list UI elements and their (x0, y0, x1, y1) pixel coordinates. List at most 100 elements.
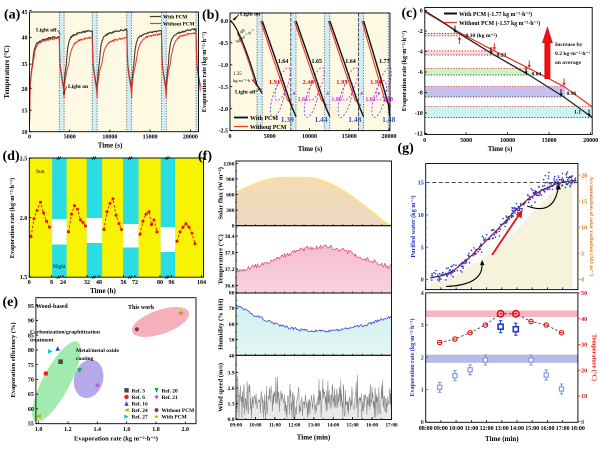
svg-text:Time (s): Time (s) (298, 145, 323, 153)
svg-text:37.2: 37.2 (225, 267, 235, 273)
svg-text:2.6: 2.6 (228, 386, 235, 392)
svg-text:Evaporation rate (kg·m⁻²·h⁻¹): Evaporation rate (kg·m⁻²·h⁻¹) (201, 32, 208, 112)
svg-text:Time (min): Time (min) (297, 434, 331, 442)
svg-text:Light on: Light on (68, 84, 88, 90)
svg-text:15: 15 (418, 181, 424, 187)
svg-text:2.40: 2.40 (303, 79, 314, 86)
svg-text:11:00: 11:00 (465, 426, 479, 432)
svg-text:1.95: 1.95 (336, 79, 348, 86)
svg-text:16:00: 16:00 (366, 423, 379, 429)
svg-text:95: 95 (28, 304, 34, 310)
svg-text:1.35: 1.35 (233, 72, 242, 77)
svg-text:0: 0 (421, 278, 424, 284)
svg-text:-2.0: -2.0 (219, 107, 229, 113)
svg-text:10000: 10000 (102, 135, 117, 141)
svg-text:Increase by: Increase by (555, 42, 583, 48)
svg-text:0: 0 (232, 224, 235, 230)
svg-text:0.0: 0.0 (221, 19, 229, 25)
svg-text:45: 45 (22, 10, 28, 16)
svg-text:This work: This work (128, 305, 155, 311)
svg-text:0.96: 0.96 (567, 91, 577, 97)
svg-text:1.64: 1.64 (278, 59, 289, 65)
svg-text:0: 0 (581, 278, 584, 284)
svg-text:Time (s): Time (s) (98, 142, 123, 150)
svg-text:1.6: 1.6 (123, 427, 131, 433)
svg-text:40: 40 (229, 353, 235, 359)
svg-text:18:00: 18:00 (571, 426, 585, 432)
svg-text:1.43: 1.43 (348, 115, 361, 124)
svg-text:-1.5: -1.5 (219, 85, 229, 91)
svg-text:-12: -12 (415, 132, 423, 138)
svg-text:72: 72 (132, 280, 138, 286)
svg-text:4: 4 (421, 291, 424, 297)
svg-text:-2.5: -2.5 (219, 129, 229, 135)
svg-text:Without PCM: Without PCM (250, 125, 287, 131)
svg-text:Ref. 20: Ref. 20 (162, 388, 178, 394)
svg-text:Solar flux (W m⁻²): Solar flux (W m⁻²) (217, 167, 224, 220)
svg-text:1.39: 1.39 (281, 115, 294, 124)
svg-text:2: 2 (421, 355, 424, 361)
svg-text:(f): (f) (198, 149, 212, 164)
svg-text:Temperature (°C): Temperature (°C) (591, 334, 598, 381)
svg-text:(d): (d) (3, 149, 20, 164)
svg-text:20000: 20000 (183, 135, 198, 141)
svg-text:1.44: 1.44 (315, 115, 328, 124)
svg-text:13:00: 13:00 (495, 426, 509, 432)
svg-text:10000: 10000 (500, 138, 515, 144)
svg-text:kg·m⁻²·h⁻¹: kg·m⁻²·h⁻¹ (233, 78, 255, 83)
svg-text:Temperature (°C): Temperature (°C) (218, 234, 225, 284)
svg-text:-2: -2 (418, 29, 423, 35)
svg-text:Light off: Light off (36, 28, 57, 34)
svg-text:20000: 20000 (382, 134, 397, 140)
svg-text:Light off: Light off (235, 90, 256, 96)
svg-text:15000: 15000 (342, 134, 357, 140)
svg-text:10:00: 10:00 (249, 423, 262, 429)
svg-text:Without PCM: Without PCM (163, 22, 195, 28)
svg-text:104: 104 (197, 280, 206, 286)
svg-text:Ref. 24: Ref. 24 (132, 408, 148, 414)
svg-text:1.80: 1.80 (331, 97, 342, 103)
svg-text:5: 5 (421, 245, 424, 251)
svg-text:17:00: 17:00 (556, 426, 570, 432)
svg-text:20: 20 (581, 173, 587, 179)
svg-text:1200: 1200 (223, 161, 234, 167)
svg-text:Time (min): Time (min) (485, 435, 519, 443)
svg-text:15:00: 15:00 (347, 423, 360, 429)
svg-text:Ref. 3: Ref. 3 (132, 388, 146, 394)
svg-text:13:00: 13:00 (308, 423, 321, 429)
svg-text:0: 0 (420, 9, 423, 15)
svg-text:0: 0 (28, 280, 31, 286)
svg-text:50: 50 (581, 291, 587, 297)
svg-text:on average: on average (555, 60, 581, 66)
svg-text:1.8: 1.8 (152, 427, 160, 433)
svg-text:55: 55 (28, 422, 34, 428)
svg-text:40: 40 (22, 35, 28, 41)
svg-text:0: 0 (421, 420, 424, 426)
svg-text:2.5: 2.5 (20, 156, 28, 162)
svg-text:90: 90 (28, 319, 34, 325)
svg-text:80: 80 (229, 291, 235, 297)
svg-text:1.40: 1.40 (236, 28, 246, 37)
svg-text:1.0: 1.0 (35, 427, 43, 433)
svg-text:coating: coating (76, 356, 94, 362)
svg-text:1.4: 1.4 (94, 427, 102, 433)
svg-text:5000: 5000 (460, 138, 472, 144)
svg-text:32: 32 (84, 280, 90, 286)
svg-text:Ref. 6: Ref. 6 (132, 395, 146, 401)
svg-text:10: 10 (22, 130, 28, 136)
svg-text:0.0: 0.0 (228, 417, 235, 423)
svg-text:10: 10 (581, 225, 587, 231)
svg-text:2.0: 2.0 (182, 427, 190, 433)
svg-text:1.81: 1.81 (365, 97, 376, 103)
svg-text:Purified water (kg m⁻²): Purified water (kg m⁻²) (410, 195, 417, 257)
svg-text:-6: -6 (418, 70, 423, 76)
svg-text:09:00: 09:00 (230, 423, 243, 429)
svg-text:1.1: 1.1 (574, 110, 581, 116)
svg-text:1.77: 1.77 (379, 59, 390, 65)
svg-text:600: 600 (226, 193, 235, 199)
svg-text:1.94: 1.94 (370, 79, 382, 86)
svg-text:Evaporation rate (kg·m⁻²·h⁻¹): Evaporation rate (kg·m⁻²·h⁻¹) (409, 319, 416, 397)
svg-text:0.23: 0.23 (497, 53, 507, 59)
svg-text:80: 80 (28, 348, 34, 354)
svg-text:50: 50 (229, 338, 235, 344)
